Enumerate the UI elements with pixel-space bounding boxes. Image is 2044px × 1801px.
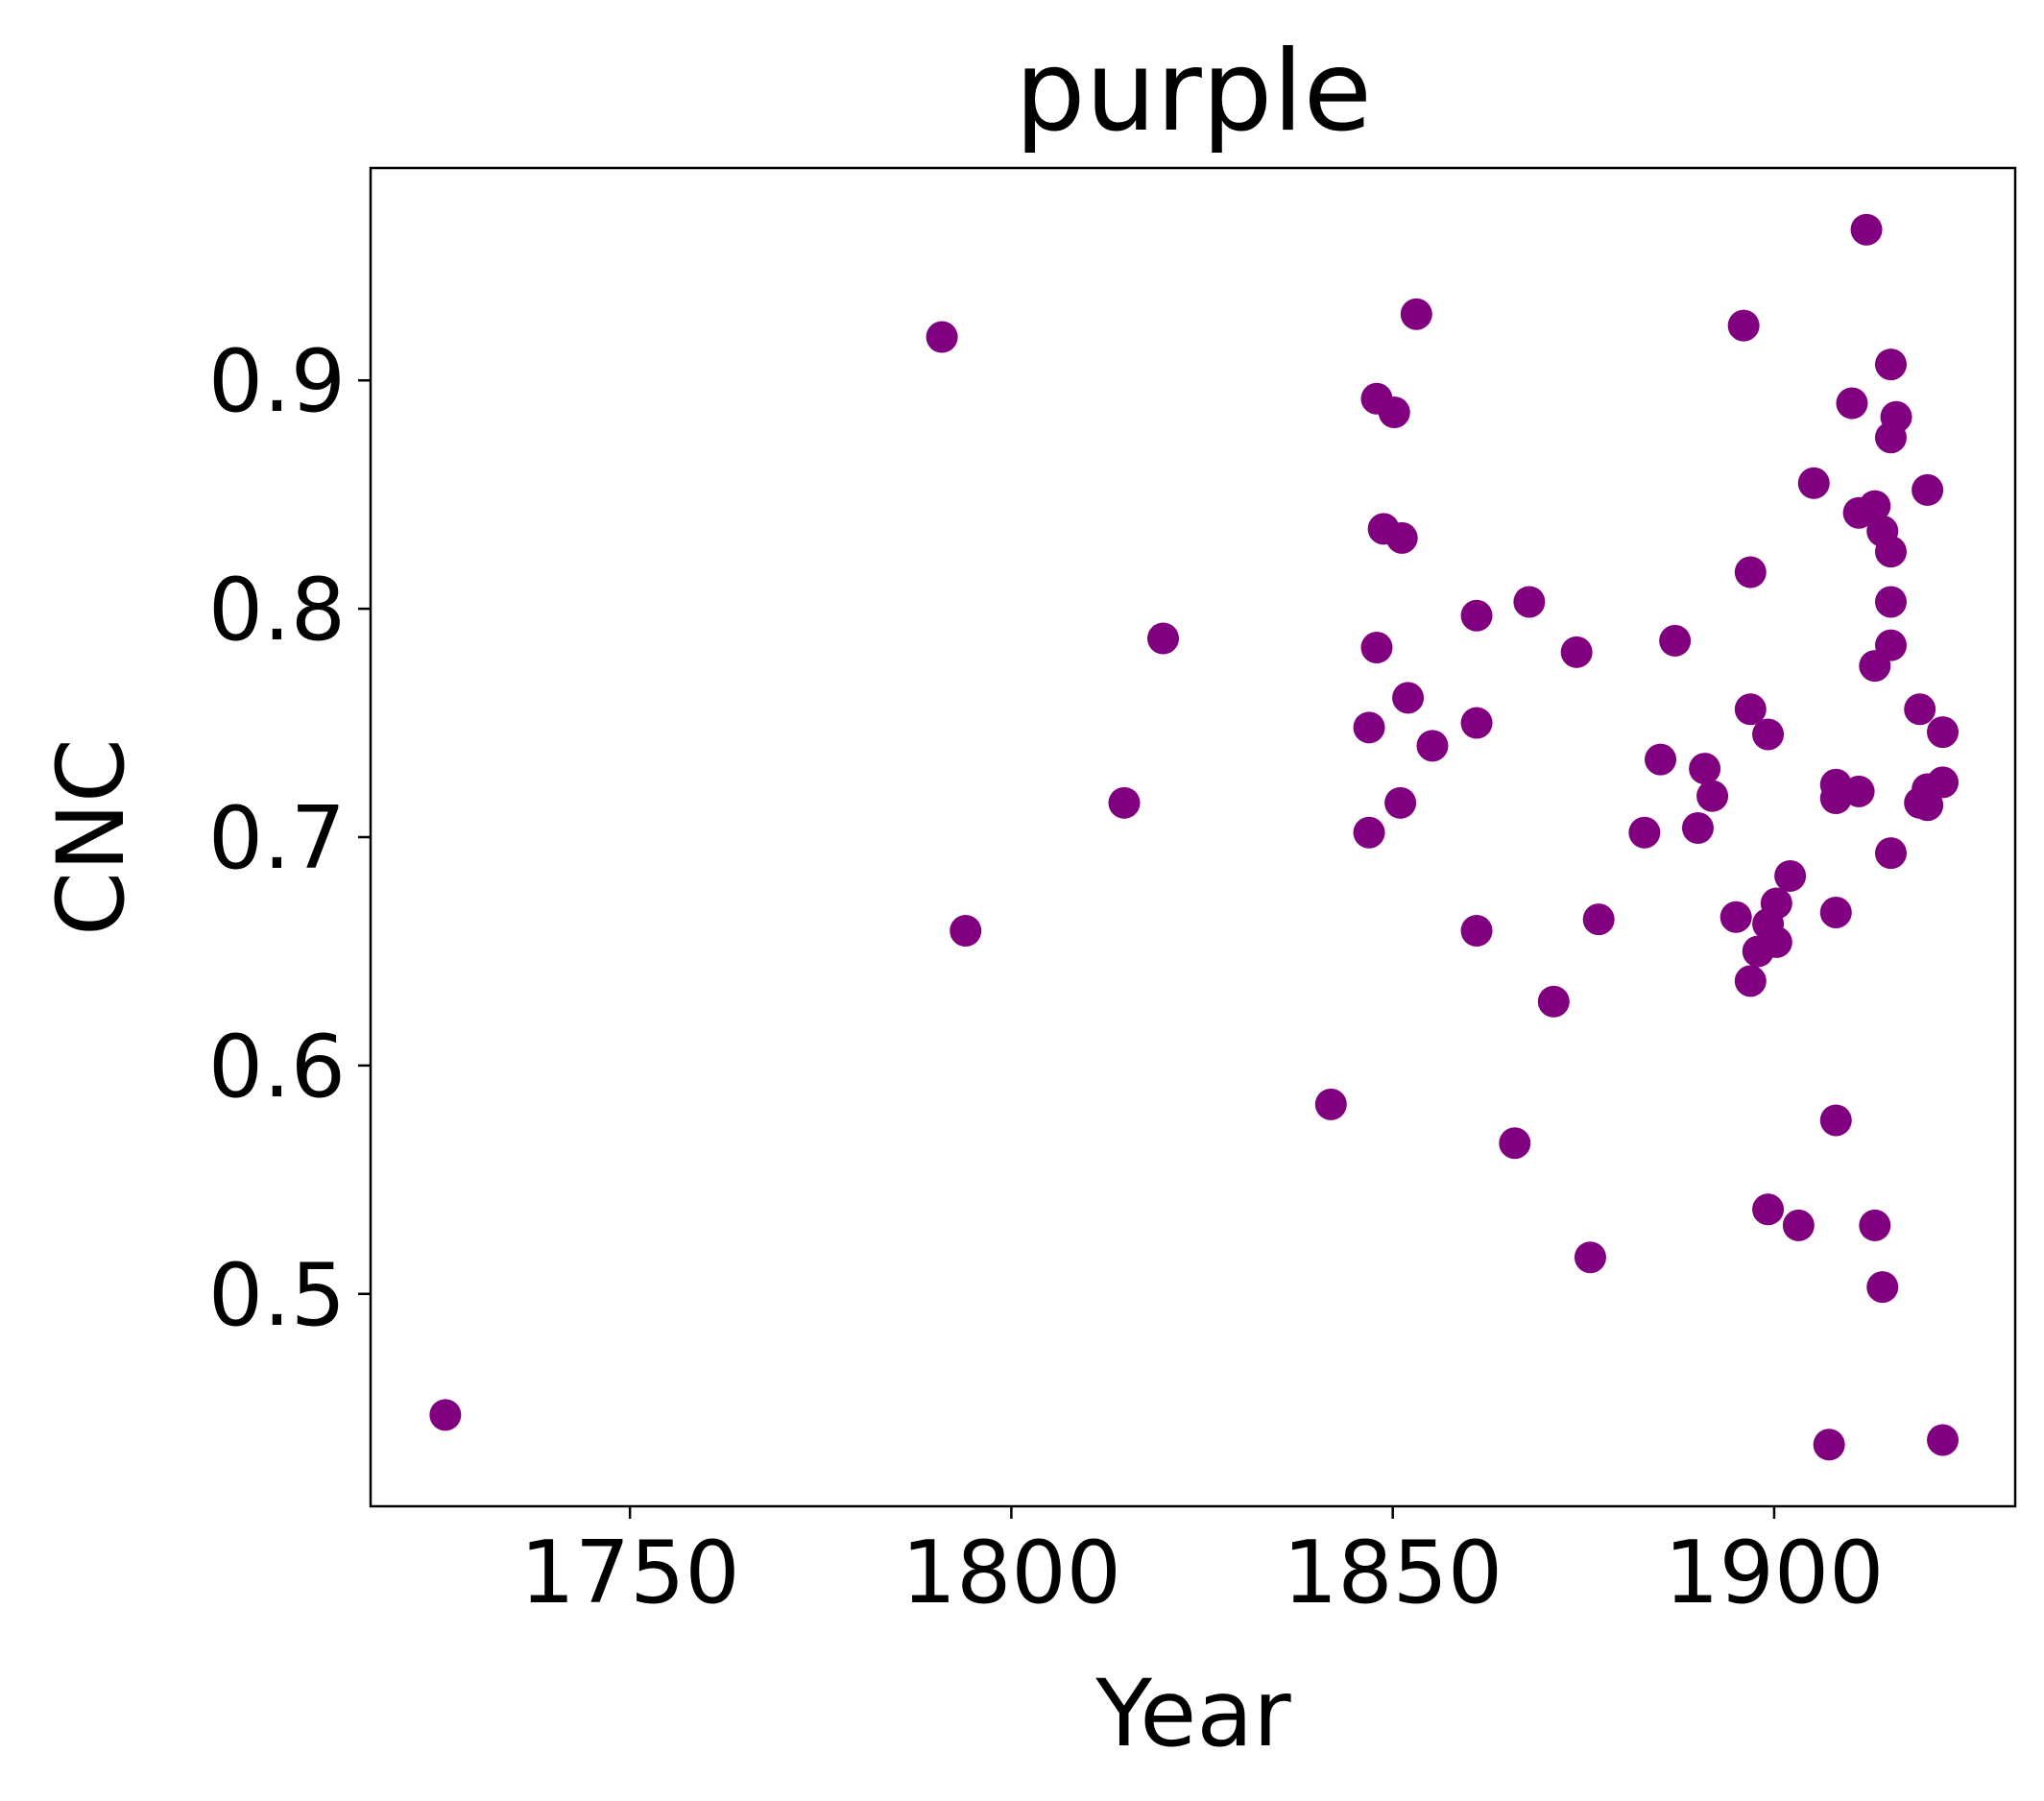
point (1859, 650, 1891, 683)
point (1782, 1209, 1815, 1241)
point (1874, 586, 1907, 618)
point (1582, 903, 1615, 936)
point (1353, 711, 1385, 744)
point (1385, 521, 1418, 554)
point (1108, 786, 1141, 819)
point (1927, 1424, 1960, 1456)
point (1819, 897, 1852, 929)
point (1912, 789, 1944, 822)
point (950, 915, 982, 948)
y-tick-label: 0.7 (208, 788, 346, 889)
x-tick-label: 1800 (902, 1523, 1121, 1623)
point (429, 1399, 462, 1431)
point (1696, 780, 1729, 812)
point (1927, 766, 1960, 799)
point (1727, 309, 1760, 342)
point (1574, 1241, 1606, 1274)
point (1400, 298, 1432, 330)
point (926, 321, 958, 353)
point (1752, 1193, 1785, 1226)
point (1460, 707, 1493, 739)
point (1628, 816, 1661, 849)
point (1659, 624, 1692, 657)
point (1874, 348, 1907, 381)
point (1904, 693, 1936, 726)
point (1416, 730, 1449, 762)
point (1384, 786, 1417, 819)
point (1874, 421, 1907, 454)
point (1836, 387, 1868, 420)
point (1866, 1271, 1899, 1304)
chart-title: purple (1015, 27, 1372, 156)
point (1719, 900, 1752, 933)
point (1147, 622, 1180, 655)
point (1392, 682, 1425, 714)
x-axis-label: Year (1094, 1660, 1291, 1767)
y-tick-label: 0.9 (208, 331, 346, 432)
point (1314, 1088, 1347, 1120)
point (1360, 632, 1393, 664)
plot-frame (369, 166, 2017, 1508)
y-axis-label: CNC (37, 738, 145, 936)
point (1842, 775, 1875, 807)
y-tick-label: 0.6 (208, 1017, 346, 1117)
point (1460, 915, 1493, 948)
point (1874, 536, 1907, 568)
point (1797, 467, 1830, 499)
point (1760, 925, 1792, 958)
point (1681, 811, 1714, 844)
point (1537, 985, 1570, 1018)
point (1734, 965, 1767, 997)
point (1378, 396, 1410, 429)
point (1734, 556, 1767, 588)
point (1560, 636, 1593, 668)
point (1859, 490, 1891, 522)
point (1752, 718, 1785, 751)
point (1353, 816, 1385, 849)
y-tick-label: 0.5 (208, 1245, 346, 1346)
point (1460, 599, 1493, 632)
point (1819, 1104, 1852, 1137)
point (1774, 859, 1807, 892)
point (1513, 586, 1546, 618)
point (1813, 1429, 1845, 1461)
point (1645, 743, 1677, 776)
point (1689, 753, 1721, 785)
point (1927, 716, 1960, 749)
point (1760, 887, 1792, 920)
point (1850, 213, 1883, 246)
x-tick-label: 1850 (1283, 1523, 1503, 1623)
x-tick-label: 1900 (1664, 1523, 1884, 1623)
y-tick-label: 0.8 (208, 560, 346, 660)
point (1912, 473, 1944, 506)
point (1734, 693, 1767, 726)
point (1499, 1127, 1531, 1160)
x-tick-label: 1750 (520, 1523, 740, 1623)
point (1874, 837, 1907, 870)
point (1859, 1209, 1891, 1241)
